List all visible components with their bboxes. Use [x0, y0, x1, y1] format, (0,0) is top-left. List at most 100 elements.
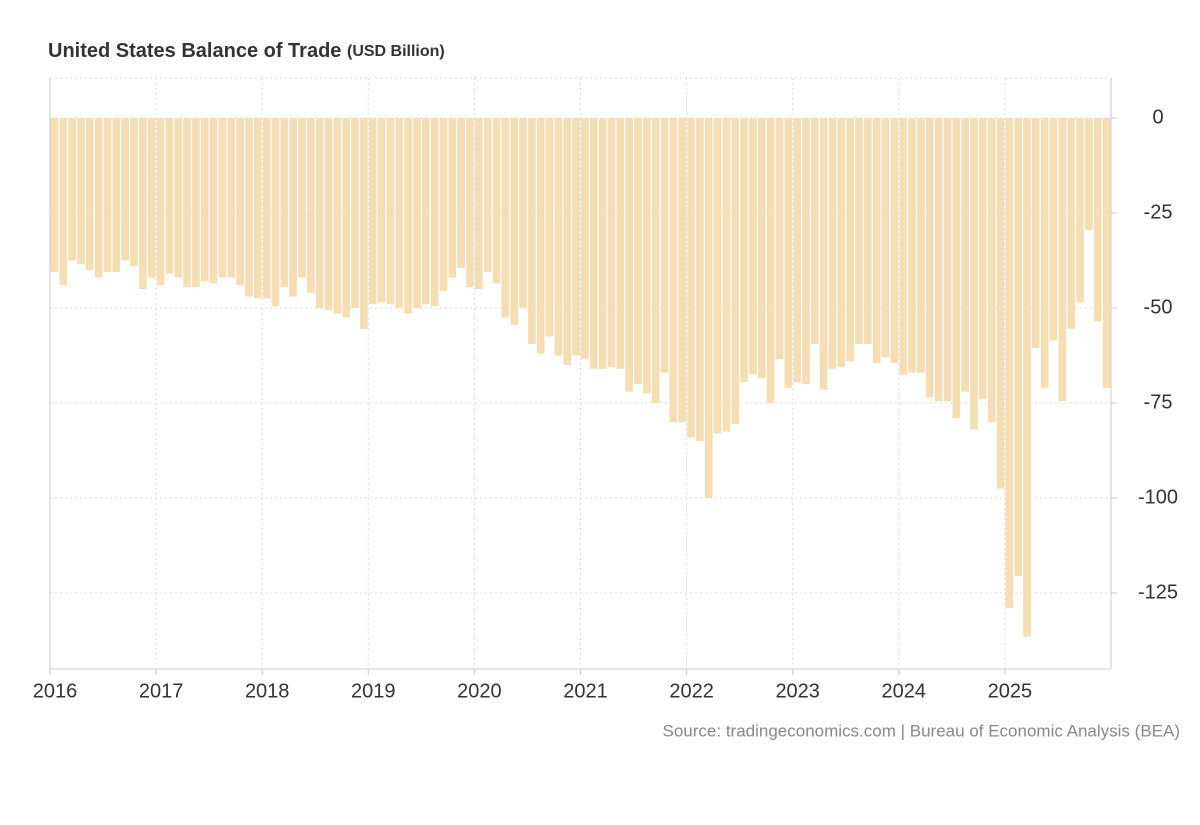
bar	[466, 118, 474, 288]
bar	[1102, 118, 1111, 388]
bar	[616, 118, 625, 369]
x-tick-label: 2023	[775, 680, 820, 702]
bar	[572, 118, 580, 356]
y-tick-label: -75	[1144, 391, 1173, 413]
bar	[68, 118, 76, 261]
bar	[881, 118, 890, 358]
bar	[315, 118, 324, 308]
bar	[890, 118, 899, 364]
bar	[846, 118, 854, 362]
bar	[404, 118, 412, 314]
bar	[174, 118, 183, 278]
bar	[439, 118, 448, 291]
bar	[908, 118, 916, 373]
bar	[1049, 118, 1058, 341]
bar	[156, 118, 165, 286]
bar	[970, 118, 978, 430]
bar	[961, 118, 969, 392]
x-tick-label: 2020	[457, 680, 502, 702]
bar	[130, 118, 138, 267]
bar	[828, 118, 837, 369]
bar	[333, 118, 342, 314]
y-tick-label: -100	[1138, 486, 1178, 508]
bar	[872, 118, 881, 364]
bar	[810, 118, 819, 345]
x-tick-label: 2016	[33, 680, 78, 702]
bar	[696, 118, 704, 441]
bar	[77, 118, 85, 265]
subtitle-text: (USD Billion)	[347, 43, 445, 60]
x-tick-label: 2024	[882, 680, 927, 702]
bar	[139, 118, 147, 289]
bar	[457, 118, 465, 269]
bar	[952, 118, 961, 419]
bar	[289, 118, 297, 297]
bar	[386, 118, 395, 305]
bar	[598, 118, 607, 369]
bar	[271, 118, 280, 307]
bar	[501, 118, 510, 318]
bar	[475, 118, 483, 289]
bar	[996, 118, 1005, 489]
bar	[704, 118, 713, 498]
bar	[1023, 118, 1031, 637]
bar	[651, 118, 660, 403]
bar	[342, 118, 351, 318]
bar	[943, 118, 952, 402]
bar	[50, 118, 59, 272]
bar	[59, 118, 68, 286]
bar	[793, 118, 801, 383]
bar	[1058, 118, 1067, 402]
bar	[183, 118, 191, 288]
y-tick-label: -25	[1144, 201, 1173, 223]
bar	[917, 118, 925, 373]
bar	[784, 118, 793, 388]
bar	[757, 118, 766, 379]
bar	[987, 118, 996, 422]
source: Source: tradingeconomics.com | Bureau of…	[663, 721, 1180, 740]
x-tick-label: 2025	[988, 680, 1033, 702]
bar	[121, 118, 129, 261]
bar	[660, 118, 669, 373]
bar	[528, 118, 536, 345]
bar	[236, 118, 244, 286]
bar	[925, 118, 934, 398]
bar	[519, 118, 527, 308]
bar	[298, 118, 306, 278]
bar	[421, 118, 430, 305]
bar	[94, 118, 103, 278]
bar	[280, 118, 289, 288]
bar	[554, 118, 563, 356]
y-tick-label: 0	[1152, 106, 1163, 128]
bar	[563, 118, 572, 365]
bar	[510, 118, 519, 326]
bar	[360, 118, 368, 329]
bar	[1040, 118, 1049, 388]
bar	[430, 118, 439, 307]
bar	[722, 118, 731, 432]
bar	[731, 118, 740, 424]
bar	[307, 118, 315, 293]
x-tick-label: 2018	[245, 680, 290, 702]
y-tick-label: -125	[1138, 581, 1178, 603]
bar	[766, 118, 775, 403]
bar	[581, 118, 589, 360]
bar	[395, 118, 404, 308]
x-tick-label: 2021	[563, 680, 608, 702]
bar	[448, 118, 457, 278]
bar	[147, 118, 156, 278]
bar	[218, 118, 227, 278]
bar	[934, 118, 943, 402]
chart-title: United States Balance of Trade (USD Bill…	[48, 40, 445, 62]
bar	[368, 118, 377, 305]
bar	[545, 118, 554, 337]
bar	[837, 118, 846, 367]
bar	[899, 118, 908, 375]
title-text: United States Balance of Trade	[48, 40, 341, 62]
axes	[49, 77, 1112, 670]
bar	[245, 118, 253, 297]
bar	[607, 118, 616, 367]
bar	[819, 118, 828, 390]
